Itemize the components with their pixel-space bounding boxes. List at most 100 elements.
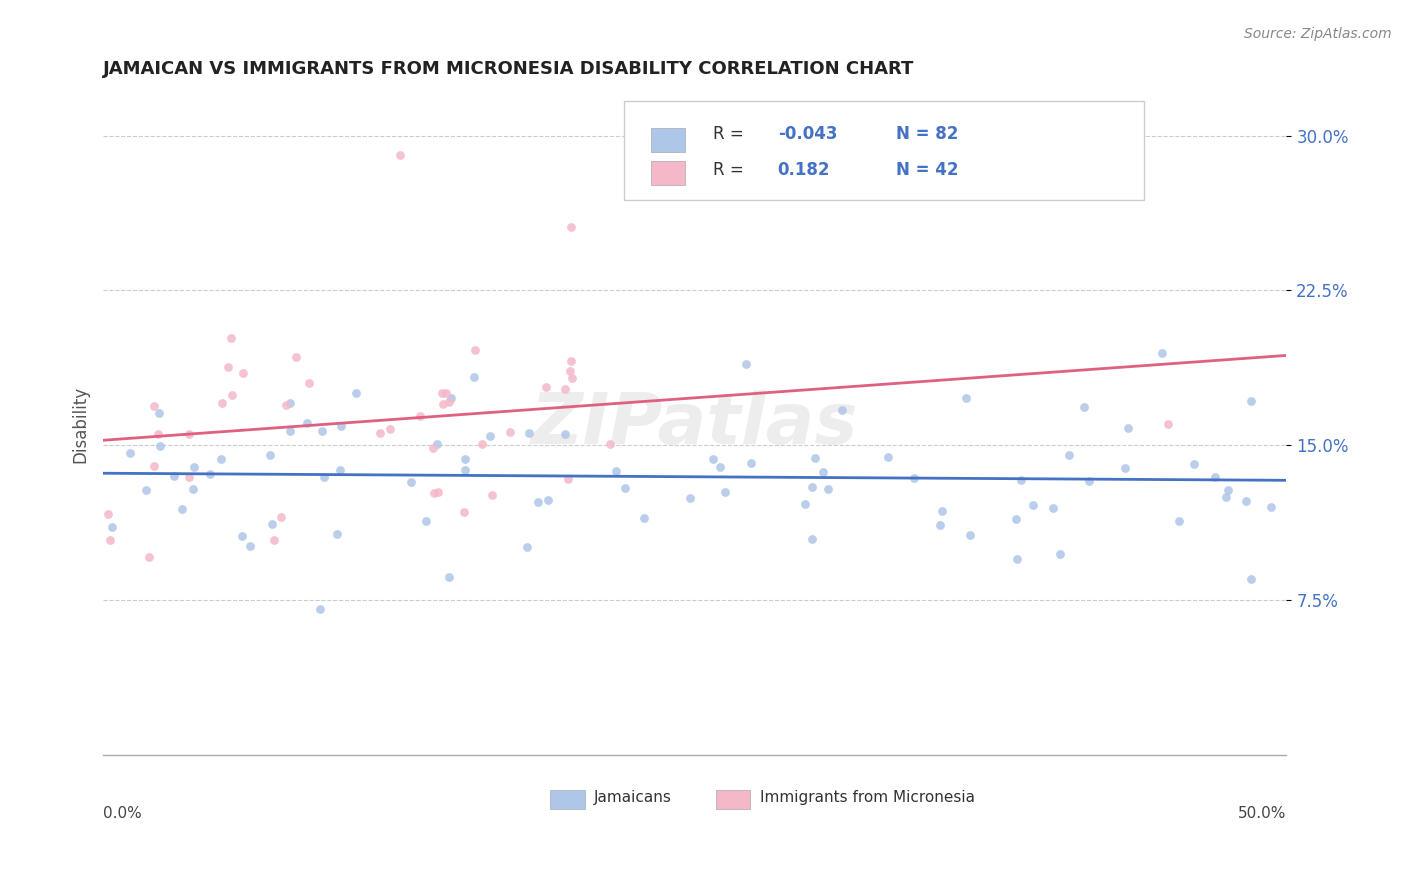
Point: [138, 549, 160, 564]
Point: [804, 451, 827, 466]
Point: [831, 403, 853, 417]
Point: [389, 147, 412, 161]
Point: [221, 388, 243, 402]
Point: [605, 464, 627, 478]
Point: [97, 507, 120, 521]
Point: [278, 396, 301, 410]
Point: [794, 497, 817, 511]
Point: [344, 386, 367, 401]
Point: [1022, 498, 1045, 512]
Point: [259, 448, 281, 462]
Point: [499, 425, 522, 439]
Point: [439, 395, 461, 409]
Point: [1157, 417, 1180, 431]
Text: Jamaicans: Jamaicans: [595, 790, 672, 805]
Point: [422, 441, 444, 455]
Point: [702, 452, 724, 467]
Point: [181, 482, 204, 496]
Point: [463, 370, 485, 384]
Point: [422, 485, 444, 500]
Text: ZIPatlas: ZIPatlas: [531, 390, 859, 459]
Point: [211, 395, 233, 409]
Point: [955, 392, 977, 406]
Point: [464, 343, 486, 358]
Point: [231, 529, 253, 543]
Point: [1182, 458, 1205, 472]
Point: [1049, 548, 1071, 562]
Point: [239, 539, 262, 553]
Text: N = 42: N = 42: [896, 161, 959, 179]
Point: [260, 517, 283, 532]
Point: [1007, 551, 1029, 566]
Point: [270, 510, 292, 524]
Point: [219, 330, 242, 344]
Point: [1215, 490, 1237, 504]
Text: Immigrants from Micronesia: Immigrants from Micronesia: [759, 790, 974, 805]
Text: 0.0%: 0.0%: [103, 806, 142, 822]
Point: [1204, 470, 1226, 484]
Point: [426, 437, 449, 451]
Point: [560, 219, 582, 234]
Point: [877, 450, 900, 464]
Point: [1042, 501, 1064, 516]
Point: [516, 541, 538, 555]
FancyBboxPatch shape: [550, 789, 585, 809]
Point: [311, 424, 333, 438]
Point: [143, 399, 166, 413]
Point: [439, 391, 461, 405]
Point: [263, 533, 285, 547]
Point: [1240, 394, 1263, 409]
Text: R =: R =: [713, 125, 748, 143]
Point: [1114, 460, 1136, 475]
Point: [163, 469, 186, 483]
Point: [1077, 474, 1099, 488]
Point: [1057, 448, 1080, 462]
Point: [409, 409, 432, 424]
Point: [1010, 473, 1032, 487]
Point: [903, 470, 925, 484]
Point: [1073, 400, 1095, 414]
Point: [800, 480, 823, 494]
Point: [142, 459, 165, 474]
Point: [209, 452, 232, 467]
Point: [1005, 512, 1028, 526]
Point: [959, 528, 981, 542]
Point: [633, 510, 655, 524]
Point: [312, 470, 335, 484]
Point: [1118, 420, 1140, 434]
Point: [276, 398, 298, 412]
Point: [478, 429, 501, 443]
Point: [454, 452, 477, 467]
Point: [560, 354, 582, 368]
Point: [399, 475, 422, 490]
Point: [177, 426, 200, 441]
Point: [560, 364, 582, 378]
Point: [537, 492, 560, 507]
Point: [378, 422, 401, 436]
Point: [295, 417, 318, 431]
Point: [439, 570, 461, 584]
Point: [714, 484, 737, 499]
Point: [471, 437, 494, 451]
Text: 0.182: 0.182: [778, 161, 830, 179]
Point: [679, 491, 702, 505]
Text: R =: R =: [713, 161, 748, 179]
Point: [427, 484, 450, 499]
Point: [931, 504, 953, 518]
FancyBboxPatch shape: [624, 101, 1144, 200]
Point: [534, 380, 557, 394]
Point: [326, 526, 349, 541]
Point: [801, 532, 824, 546]
Point: [1234, 493, 1257, 508]
Point: [1168, 514, 1191, 528]
Point: [183, 460, 205, 475]
Point: [118, 446, 141, 460]
Point: [517, 425, 540, 440]
Point: [172, 501, 194, 516]
Point: [434, 386, 457, 401]
Point: [740, 456, 762, 470]
Point: [146, 427, 169, 442]
Point: [217, 359, 239, 374]
Point: [454, 463, 477, 477]
Point: [101, 519, 124, 533]
